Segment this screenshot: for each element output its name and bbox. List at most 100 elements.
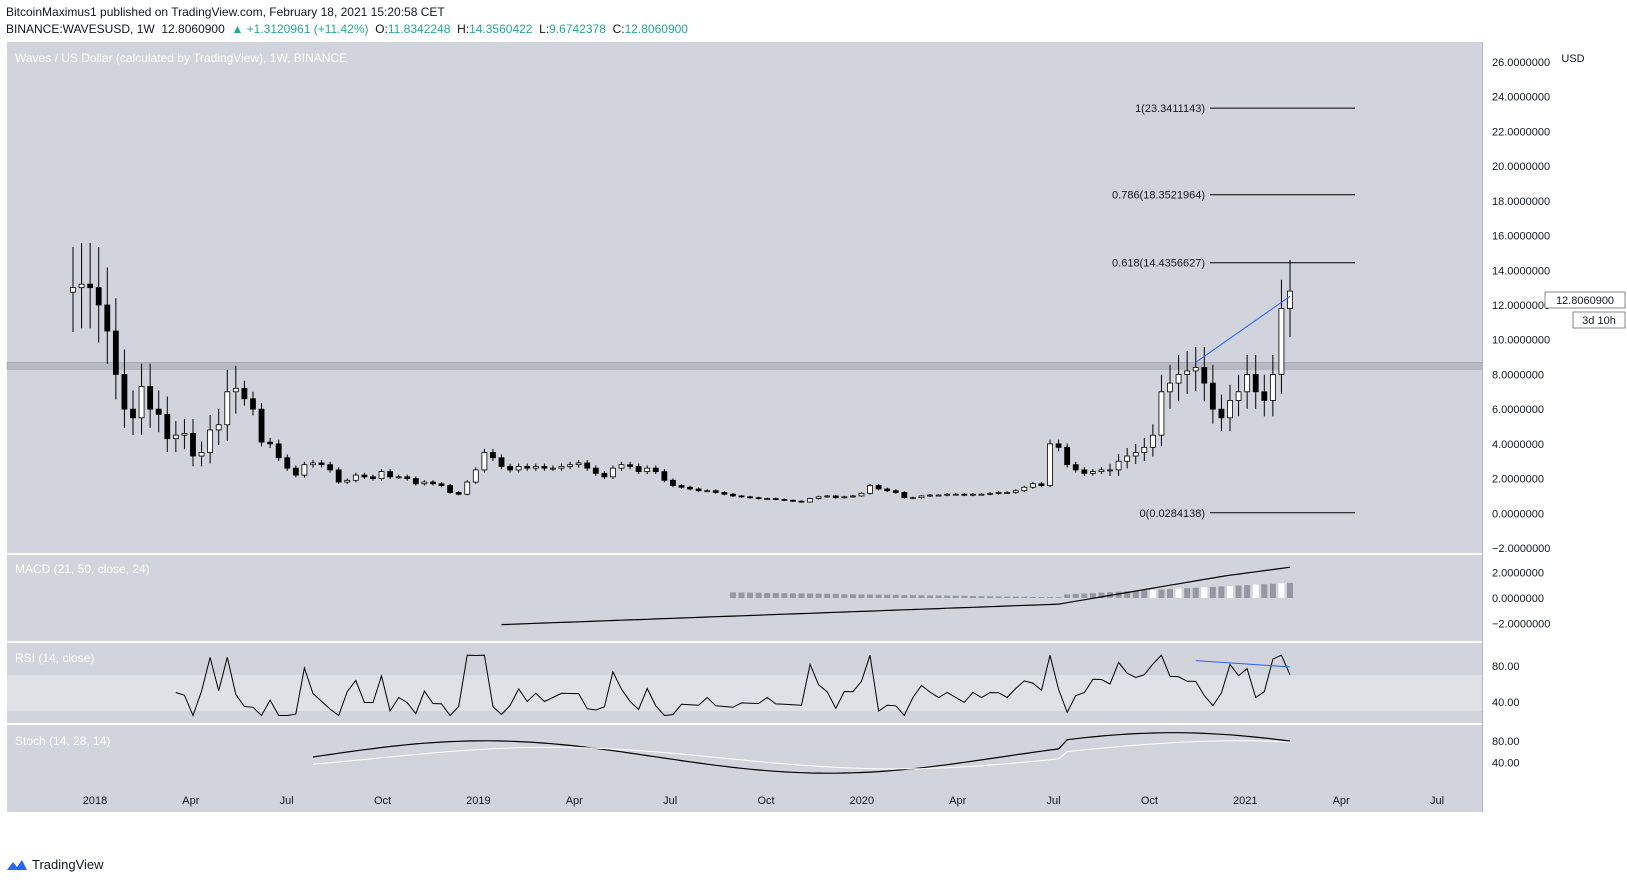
candle-body <box>267 441 274 445</box>
candle-body <box>532 466 539 469</box>
fib-levels[interactable]: 1(23.3411143) 0.786(18.3521964) 0.618(14.4… <box>1112 103 1355 520</box>
macd-hist-bar <box>824 593 831 598</box>
stoch-pane[interactable] <box>7 725 1482 787</box>
price-change: ▲ +1.3120961 (+11.42%) <box>231 22 369 36</box>
low-value: 9.6742378 <box>549 22 606 36</box>
price-pane[interactable] <box>7 42 1482 553</box>
price-axis[interactable]: −2.0000000 0.0000000 2.0000000 4.0000000 6.0… <box>1492 57 1550 555</box>
stoch-tick-label: 40.00 <box>1492 757 1520 769</box>
macd-hist-bar <box>952 595 959 598</box>
candle-body <box>635 466 642 473</box>
macd-hist-bar <box>1235 585 1242 598</box>
macd-hist-bar <box>1055 597 1062 598</box>
candle-body <box>687 486 693 490</box>
price-tick-label: 6.0000000 <box>1492 404 1544 416</box>
price-tick-label: 24.0000000 <box>1492 92 1550 104</box>
candle-body <box>987 492 993 495</box>
open-value: 11.8342248 <box>387 22 451 36</box>
candle-body <box>352 474 359 481</box>
macd-hist-bar <box>849 594 856 598</box>
candle-body <box>232 387 239 393</box>
candle-body <box>1141 446 1148 453</box>
countdown-label: 3d 10h <box>1582 315 1616 327</box>
candle-body <box>858 492 865 497</box>
macd-hist-bar <box>1218 586 1225 598</box>
macd-hist-bar <box>1167 589 1174 598</box>
candle-body <box>404 476 411 479</box>
candle-body <box>1047 443 1053 486</box>
last-price-tag: 12.8060900 3d 10h <box>1544 291 1626 329</box>
time-axis-labels: 2018 Apr Jul Oct 2019 Apr Jul Oct 2020 Apr Jul Oct 2… <box>83 795 1444 807</box>
countdown-box <box>1572 311 1626 329</box>
candle-body <box>181 433 188 436</box>
candle-body <box>1192 367 1199 372</box>
macd-pane[interactable] <box>7 555 1482 641</box>
macd-hist-bar <box>1004 596 1011 598</box>
candle-body <box>1004 492 1011 494</box>
candle-body <box>95 287 102 306</box>
candle-body <box>601 472 608 478</box>
candle-body <box>335 469 342 483</box>
candle-body <box>550 467 556 470</box>
stoch-tick-label: 80.00 <box>1492 736 1520 748</box>
candle-body <box>1029 483 1036 488</box>
time-tick-label: Jul <box>1047 795 1061 807</box>
time-axis[interactable] <box>7 787 1482 812</box>
stoch-d-line <box>312 740 1291 770</box>
candle-body <box>430 481 436 485</box>
macd-hist-bar <box>927 595 934 598</box>
candle-body <box>1184 370 1191 375</box>
candle-body <box>910 497 916 500</box>
macd-tick-label: 0.0000000 <box>1492 593 1544 605</box>
candle-body <box>755 497 762 500</box>
candle-body <box>824 495 831 498</box>
candle-body <box>207 429 214 453</box>
author-name[interactable]: BitcoinMaximus1 <box>6 5 97 19</box>
candle-body <box>284 457 291 469</box>
fib-level-label: 1(23.3411143) <box>1135 103 1205 115</box>
macd-hist-bar <box>764 592 771 598</box>
candle-body <box>850 495 856 498</box>
macd-hist-bar <box>909 595 916 598</box>
time-tick-label: Apr <box>566 795 583 807</box>
candle-body <box>481 452 488 471</box>
candle-body <box>747 496 753 499</box>
candle-body <box>1252 374 1259 393</box>
macd-hist-bar <box>781 593 788 598</box>
candle-body <box>1081 469 1088 474</box>
price-tick-label: 0.0000000 <box>1492 508 1544 520</box>
footer-brand[interactable]: TradingView <box>32 857 104 872</box>
candle-body <box>172 434 179 440</box>
macd-hist-bar <box>1201 587 1208 598</box>
rsi-line <box>175 654 1291 717</box>
macd-hist-bar <box>1124 591 1131 598</box>
price-pane-title: Waves / US Dollar (calculated by Trading… <box>15 51 347 65</box>
macd-hist-bar <box>892 594 899 598</box>
candle-body <box>292 467 299 476</box>
price-tick-label: 12.0000000 <box>1492 300 1550 312</box>
candle-body <box>627 464 633 467</box>
candle-body <box>567 464 573 467</box>
rsi-title: RSI (14, close) <box>15 651 94 665</box>
candle-body <box>1132 452 1139 457</box>
time-tick-label: Apr <box>1333 795 1350 807</box>
candle-body <box>395 476 402 479</box>
candle-body <box>935 494 942 497</box>
price-axis-unit: USD <box>1561 53 1584 65</box>
support-zone <box>6 362 1483 370</box>
candle-body <box>1269 374 1276 401</box>
high-label: H: <box>457 22 470 36</box>
candle-body <box>892 490 899 493</box>
stoch-axis: 40.00 80.00 <box>1492 736 1520 770</box>
candle-body <box>704 490 711 493</box>
candle-body <box>421 481 428 485</box>
trend-line[interactable] <box>1195 295 1291 363</box>
candle-body <box>472 469 479 483</box>
macd-hist-bar <box>798 593 805 598</box>
macd-hist-bar <box>884 594 891 598</box>
rsi-divergence-line[interactable] <box>1195 660 1291 668</box>
candle-body <box>1167 382 1173 393</box>
candle-body <box>918 495 925 499</box>
macd-hist-bar <box>1209 586 1216 598</box>
